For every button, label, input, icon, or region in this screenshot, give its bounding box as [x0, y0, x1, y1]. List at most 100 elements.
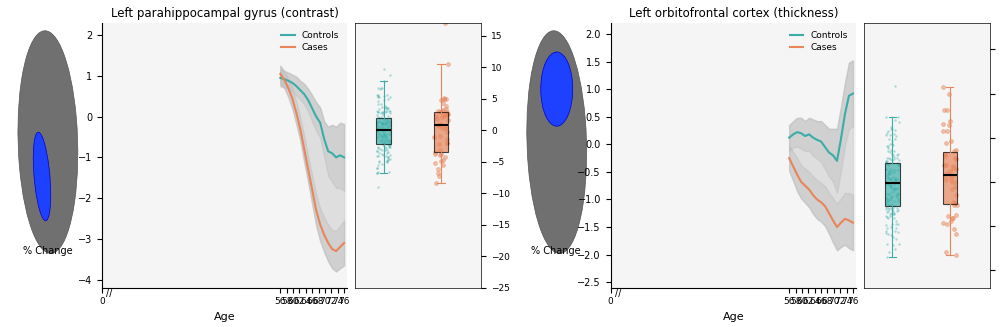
Point	[435, 100, 451, 106]
Point	[883, 126, 899, 131]
Point	[369, 121, 385, 126]
Controls	[803, 132, 815, 136]
Point	[370, 93, 386, 98]
Point	[882, 132, 898, 138]
Point	[880, 205, 896, 210]
Ellipse shape	[541, 52, 573, 126]
Line: Controls: Controls	[280, 78, 344, 157]
Point	[888, 226, 904, 231]
Point	[375, 125, 391, 130]
Point	[891, 119, 907, 125]
Point	[370, 144, 386, 149]
Point	[378, 120, 394, 125]
Point	[380, 113, 396, 119]
Text: //: //	[106, 288, 113, 298]
Point	[881, 202, 897, 207]
Point	[938, 249, 954, 254]
Point	[948, 193, 964, 198]
Cases	[791, 173, 803, 177]
Point	[435, 107, 451, 112]
Point	[883, 183, 899, 188]
Point	[438, 96, 454, 102]
Point	[937, 153, 953, 158]
Controls	[326, 151, 338, 155]
Point	[371, 119, 387, 124]
Point	[379, 116, 395, 122]
Point	[945, 165, 961, 171]
Point	[371, 115, 387, 121]
Point	[377, 119, 393, 125]
Point	[436, 95, 452, 100]
Point	[882, 183, 898, 188]
Point	[376, 127, 392, 132]
Controls	[827, 153, 839, 157]
Point	[375, 132, 391, 137]
Point	[438, 126, 454, 131]
Point	[376, 97, 392, 102]
Point	[370, 125, 386, 130]
Point	[380, 154, 396, 159]
Point	[440, 117, 456, 123]
Point	[380, 96, 396, 101]
Text: % Change: % Change	[23, 246, 72, 256]
Point	[382, 129, 398, 134]
Controls	[847, 92, 859, 95]
Point	[935, 85, 951, 90]
Point	[370, 101, 386, 107]
Point	[430, 170, 446, 176]
Point	[885, 211, 901, 216]
Point	[880, 180, 896, 185]
Controls	[310, 115, 322, 119]
Cases	[831, 225, 843, 229]
Point	[369, 120, 385, 125]
Point	[880, 208, 896, 213]
Point	[891, 241, 907, 247]
Point	[879, 215, 895, 220]
Point	[427, 160, 443, 165]
Point	[885, 152, 901, 158]
Point	[883, 177, 899, 182]
Point	[878, 213, 894, 218]
Point	[370, 154, 386, 159]
Point	[881, 162, 897, 167]
Point	[378, 134, 394, 139]
Point	[888, 219, 904, 224]
Point	[890, 190, 906, 196]
Point	[884, 201, 900, 207]
Point	[379, 158, 395, 164]
Point	[374, 151, 390, 157]
Point	[881, 155, 897, 160]
Text: % Change: % Change	[531, 246, 581, 256]
Point	[430, 108, 446, 113]
Point	[375, 116, 391, 122]
Point	[881, 203, 897, 208]
Point	[881, 182, 897, 187]
Ellipse shape	[33, 132, 51, 221]
Point	[374, 105, 390, 110]
Point	[890, 115, 906, 120]
Point	[436, 114, 452, 119]
Point	[370, 133, 386, 138]
Point	[382, 131, 398, 136]
Point	[374, 137, 390, 142]
Controls	[306, 107, 318, 111]
Point	[370, 185, 386, 190]
Point	[888, 193, 904, 198]
Point	[886, 186, 902, 191]
Point	[881, 172, 897, 177]
Point	[879, 130, 895, 136]
Point	[439, 129, 455, 135]
Point	[937, 152, 953, 157]
Point	[432, 148, 448, 153]
Point	[374, 121, 390, 127]
Line: Cases: Cases	[280, 74, 344, 251]
Controls	[302, 98, 314, 102]
Point	[375, 112, 391, 118]
Cases	[827, 218, 839, 222]
Cases	[811, 198, 823, 201]
Point	[370, 93, 386, 98]
Point	[378, 109, 394, 114]
Point	[379, 107, 395, 112]
Point	[378, 110, 394, 115]
Point	[890, 198, 906, 204]
